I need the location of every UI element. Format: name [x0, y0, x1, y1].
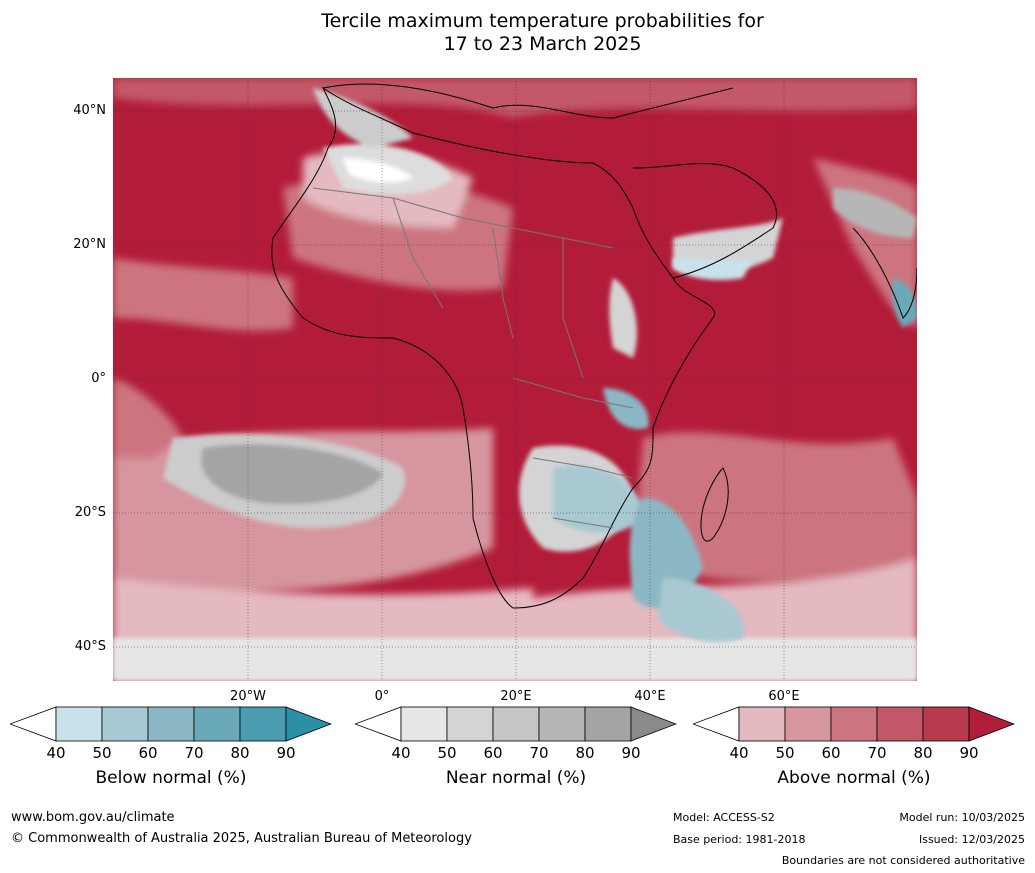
colorbar-arrow-low	[353, 706, 402, 742]
colorbar-segment	[830, 706, 878, 742]
colorbar-arrow-high	[968, 706, 1016, 742]
lon-label-0: 0°	[374, 689, 390, 704]
colorbar-below-normal-title: Below normal (%)	[95, 768, 247, 788]
colorbar-segment	[55, 706, 103, 742]
colorbar-segment	[400, 706, 448, 742]
colorbar-segment	[784, 706, 832, 742]
colorbar-arrow-low	[691, 706, 740, 742]
africa-coastline	[271, 86, 716, 609]
tick-label: 80	[575, 744, 595, 762]
model-text: Model: ACCESS-S2	[673, 811, 775, 824]
tick-label: 70	[529, 744, 549, 762]
tick-label: 90	[621, 744, 641, 762]
title-line-1: Tercile maximum temperature probabilitie…	[321, 10, 764, 32]
website-text: www.bom.gov.au/climate	[11, 810, 175, 825]
tick-label: 60	[138, 744, 158, 762]
colorbar-near-normal-svg	[353, 706, 678, 742]
colorbar-segment	[738, 706, 786, 742]
tick-label: 50	[775, 744, 795, 762]
tick-label: 60	[483, 744, 503, 762]
title-line-2: 17 to 23 March 2025	[443, 33, 642, 55]
disclaimer-text: Boundaries are not considered authoritat…	[781, 854, 1025, 867]
tick-label: 80	[230, 744, 250, 762]
colorbar-segment	[193, 706, 241, 742]
madagascar-coastline	[700, 467, 729, 542]
colorbar-segment	[876, 706, 924, 742]
colorbar-segment	[446, 706, 494, 742]
lat-label-20s: 20°S	[74, 505, 106, 520]
tick-label: 90	[276, 744, 296, 762]
coastlines	[271, 83, 918, 609]
colorbar-below-normal	[8, 706, 333, 742]
tick-label: 50	[92, 744, 112, 762]
colorbar-segment	[922, 706, 970, 742]
tick-label: 80	[913, 744, 933, 762]
europe-coastline	[322, 83, 734, 119]
copyright-text: © Commonwealth of Australia 2025, Austra…	[11, 831, 472, 846]
lat-label-20n: 20°N	[73, 237, 106, 252]
chart-title: Tercile maximum temperature probabilitie…	[0, 10, 1035, 56]
tick-label: 60	[821, 744, 841, 762]
map-svg	[113, 78, 918, 681]
arabia-coastline	[632, 163, 778, 279]
india-coastline	[852, 227, 918, 319]
tick-label: 70	[184, 744, 204, 762]
colorbar-segment	[147, 706, 195, 742]
issued-text: Issued: 12/03/2025	[918, 833, 1025, 846]
lat-label-0: 0°	[91, 371, 106, 386]
colorbar-segment	[101, 706, 149, 742]
probability-map	[113, 78, 918, 681]
tick-label: 40	[729, 744, 749, 762]
lon-label-40e: 40°E	[634, 689, 666, 704]
colorbar-arrow-high	[630, 706, 678, 742]
colorbar-above-normal-svg	[691, 706, 1016, 742]
model-run-text: Model run: 10/03/2025	[899, 811, 1025, 824]
lon-label-20e: 20°E	[500, 689, 532, 704]
colorbar-arrow-low	[8, 706, 57, 742]
colorbar-segment	[239, 706, 287, 742]
colorbar-segment	[584, 706, 632, 742]
lon-label-60e: 60°E	[768, 689, 800, 704]
lat-label-40n: 40°N	[73, 103, 106, 118]
tick-label: 40	[46, 744, 66, 762]
lat-label-40s: 40°S	[74, 639, 106, 654]
lon-label-20w: 20°W	[230, 689, 266, 704]
colorbar-near-normal-title: Near normal (%)	[445, 768, 587, 788]
colorbar-near-normal	[353, 706, 678, 742]
tick-label: 90	[959, 744, 979, 762]
base-period-text: Base period: 1981-2018	[673, 833, 806, 846]
near-normal-areas	[113, 88, 917, 681]
tick-label: 50	[437, 744, 457, 762]
graticule	[113, 78, 917, 681]
colorbar-segment	[538, 706, 586, 742]
colorbar-below-normal-svg	[8, 706, 333, 742]
colorbar-above-normal	[691, 706, 1016, 742]
tick-label: 40	[391, 744, 411, 762]
tick-label: 70	[867, 744, 887, 762]
colorbar-above-normal-title: Above normal (%)	[777, 768, 931, 788]
colorbar-segment	[492, 706, 540, 742]
country-borders	[312, 187, 634, 529]
below-normal-areas	[553, 258, 917, 642]
colorbar-arrow-high	[285, 706, 333, 742]
